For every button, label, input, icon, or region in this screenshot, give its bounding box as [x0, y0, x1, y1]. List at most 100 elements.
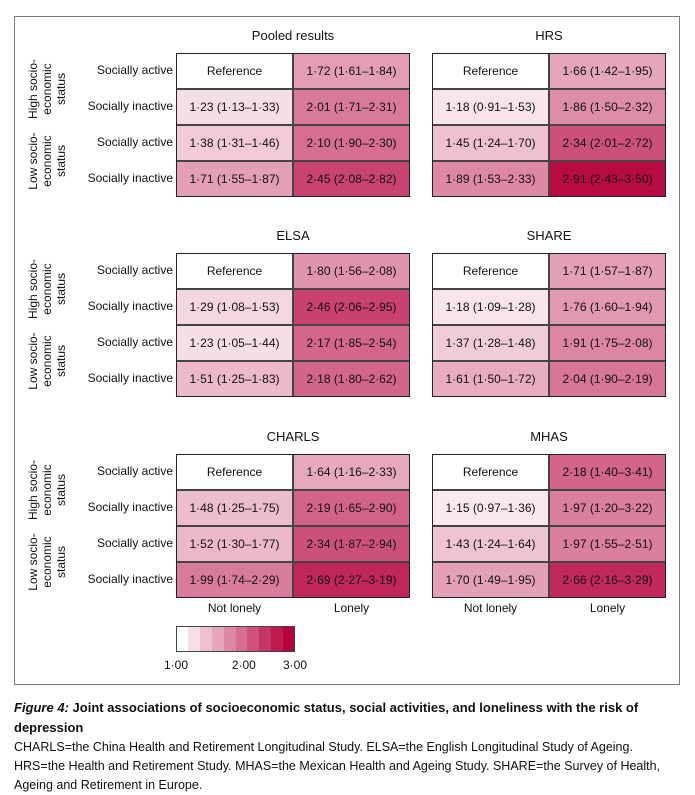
- row-group-label: High socio-economic status: [26, 53, 68, 125]
- legend-swatch: [271, 626, 284, 652]
- heatmap-cell: 2·18 (1·40–3·41): [549, 454, 666, 490]
- heatmap-cell: 1·64 (1·16–2·33): [293, 454, 410, 490]
- heatmap-cell: 1·71 (1·55–1·87): [176, 161, 293, 197]
- panel-border: [176, 253, 410, 397]
- legend-swatch: [223, 626, 236, 652]
- heatmap-cell: 2·10 (1·90–2·30): [293, 125, 410, 161]
- heatmap-cell: 2·34 (2·01–2·72): [549, 125, 666, 161]
- heatmap-cell: 1·18 (1·09–1·28): [432, 289, 549, 325]
- row-group-label-line: Low socio-: [26, 332, 40, 390]
- row-label: Socially inactive: [87, 171, 173, 185]
- heatmap-cell: 1·15 (0·97–1·36): [432, 490, 549, 526]
- row-group-label-line: economic: [40, 536, 54, 588]
- panel-border: [432, 53, 666, 197]
- row-group-label-line: economic: [40, 263, 54, 315]
- row-label: Socially active: [96, 335, 173, 349]
- heatmap-cell: 1·61 (1·50–1·72): [432, 361, 549, 397]
- row-group-label-line: economic: [40, 135, 54, 187]
- heatmap-cell: 1·38 (1·31–1·46): [176, 125, 293, 161]
- caption-label: Figure 4:: [14, 700, 69, 715]
- legend-swatch: [283, 626, 296, 652]
- legend-tick-label: 1·00: [164, 658, 189, 672]
- heatmap-cell: 1·97 (1·55–2·51): [549, 526, 666, 562]
- heatmap-cell: 1·99 (1·74–2·29): [176, 562, 293, 598]
- row-group-label-line: High socio-: [26, 258, 40, 320]
- legend-swatch: [259, 626, 272, 652]
- panel-title: Pooled results: [251, 28, 335, 43]
- row-label: Socially inactive: [87, 371, 173, 385]
- heatmap-cell: 2·18 (1·80–2·62): [293, 361, 410, 397]
- panel-title: HRS: [535, 28, 563, 43]
- row-group-label-line: status: [54, 345, 68, 378]
- heatmap-cell: 1·97 (1·20–3·22): [549, 490, 666, 526]
- row-group-label-line: status: [54, 73, 68, 106]
- row-label: Socially inactive: [87, 299, 173, 313]
- row-group-label: Low socio-economic status: [26, 125, 68, 197]
- heatmap-cell: Reference: [176, 253, 293, 289]
- heatmap-cell: 1·23 (1·13–1·33): [176, 89, 293, 125]
- row-group-label-line: Low socio-: [26, 533, 40, 591]
- panel-title: ELSA: [276, 228, 310, 243]
- panel-border: [176, 53, 410, 197]
- panel-title: CHARLS: [266, 429, 320, 444]
- row-group-label: High socio-economic status: [26, 454, 68, 526]
- row-group-label-line: status: [54, 474, 68, 507]
- caption-title: Figure 4: Joint associations of socioeco…: [14, 700, 638, 735]
- heatmap-cell: 1·80 (1·56–2·08): [293, 253, 410, 289]
- heatmap-cell: 1·45 (1·24–1·70): [432, 125, 549, 161]
- heatmap-cell: 1·71 (1·57–1·87): [549, 253, 666, 289]
- row-label: Socially active: [96, 464, 173, 478]
- heatmap-cell: 1·91 (1·75–2·08): [549, 325, 666, 361]
- figure-caption: Figure 4: Joint associations of socioeco…: [14, 698, 684, 795]
- heatmap-cell: 2·17 (1·85–2·54): [293, 325, 410, 361]
- panel-border: [176, 454, 410, 598]
- row-label: Socially inactive: [87, 99, 173, 113]
- heatmap-cell: 1·52 (1·30–1·77): [176, 526, 293, 562]
- figure-frame: [14, 16, 680, 685]
- row-group-label-line: High socio-: [26, 459, 40, 521]
- row-label: Socially active: [96, 135, 173, 149]
- heatmap-cell: Reference: [432, 454, 549, 490]
- panel-border: [432, 454, 666, 598]
- panel-title: MHAS: [530, 429, 568, 444]
- row-group-label-line: economic: [40, 464, 54, 516]
- row-label: Socially active: [96, 63, 173, 77]
- heatmap-cell: Reference: [176, 53, 293, 89]
- heatmap-cell: 1·86 (1·50–2·32): [549, 89, 666, 125]
- heatmap-cell: 1·43 (1·24–1·64): [432, 526, 549, 562]
- legend-swatch: [211, 626, 225, 652]
- row-group-label: Low socio-economic status: [26, 325, 68, 397]
- heatmap-cell: Reference: [432, 253, 549, 289]
- panel-border: [432, 253, 666, 397]
- heatmap-cell: 1·23 (1·05–1·44): [176, 325, 293, 361]
- heatmap-cell: 2·46 (2·06–2·95): [293, 289, 410, 325]
- legend-tick-label: 3·00: [283, 658, 308, 672]
- row-label: Socially inactive: [87, 572, 173, 586]
- heatmap-cell: 1·48 (1·25–1·75): [176, 490, 293, 526]
- heatmap-cell: 2·91 (2·43–3·50): [549, 161, 666, 197]
- caption-title-text: Joint associations of socioeconomic stat…: [14, 700, 639, 735]
- legend-border: [176, 626, 295, 652]
- row-group-label-line: economic: [40, 335, 54, 387]
- legend-swatch: [235, 626, 248, 652]
- row-label: Socially active: [96, 536, 173, 550]
- heatmap-cell: 2·69 (2·27–3·19): [293, 562, 410, 598]
- figure: Pooled results Reference 1·72 (1·61–1·84) 1…: [14, 16, 680, 792]
- panel-title: SHARE: [526, 228, 572, 243]
- column-label: Not lonely: [207, 601, 262, 615]
- row-group-label-line: status: [54, 145, 68, 178]
- legend-swatch: [247, 626, 260, 652]
- row-group-label: High socio-economic status: [26, 253, 68, 325]
- caption-text: CHARLS=the China Health and Retirement L…: [14, 740, 661, 792]
- row-group-label-line: status: [54, 546, 68, 579]
- column-label: Lonely: [333, 601, 370, 615]
- row-group-label-line: Low socio-: [26, 132, 40, 190]
- heatmap-cell: 2·45 (2·08–2·82): [293, 161, 410, 197]
- column-label: Lonely: [589, 601, 626, 615]
- row-group-label-line: High socio-: [26, 58, 40, 120]
- heatmap-cell: 1·76 (1·60–1·94): [549, 289, 666, 325]
- legend-swatch: [187, 626, 201, 652]
- legend-swatch: [176, 626, 189, 652]
- row-label: Socially active: [96, 263, 173, 277]
- heatmap-cell: 1·70 (1·49–1·95): [432, 562, 549, 598]
